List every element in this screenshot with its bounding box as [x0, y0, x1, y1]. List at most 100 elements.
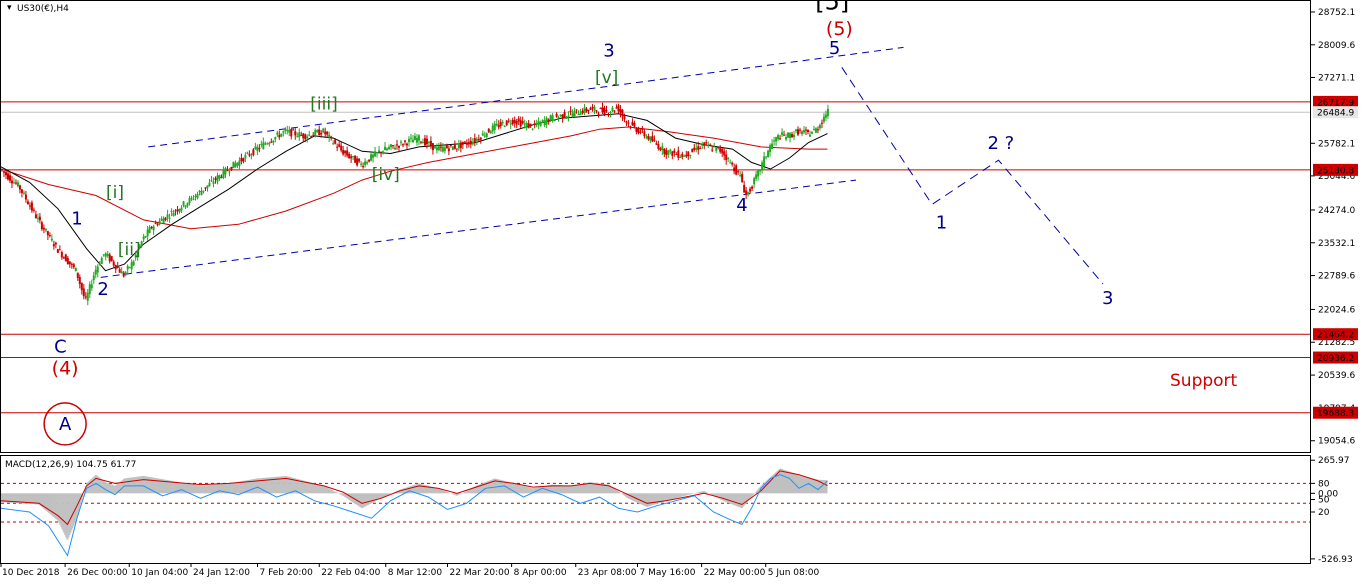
candle-body [621, 109, 624, 117]
candle-body [1, 169, 3, 171]
candle-body [280, 133, 283, 137]
time-tick-label: 8 Mar 12:00 [388, 568, 443, 578]
candle-body [354, 155, 357, 163]
candle-body [633, 122, 636, 127]
candle-body [98, 264, 101, 266]
candle-body [112, 261, 115, 266]
candle-body [733, 167, 736, 172]
candle-body [577, 114, 580, 116]
candle-body [264, 143, 267, 145]
candle-body [767, 150, 770, 158]
candle-body [802, 130, 805, 133]
candle-body [617, 105, 620, 112]
level-tag-label: 19688.3 [1317, 409, 1354, 419]
candle-body [344, 150, 347, 154]
candle-body [196, 193, 199, 199]
candle-body [739, 174, 742, 176]
candle-body [431, 143, 434, 151]
candle-body [44, 228, 47, 231]
time-tick-label: 10 Jan 04:00 [131, 568, 188, 578]
candle-body [659, 148, 662, 151]
candle-body [376, 152, 379, 154]
candle-body [609, 112, 612, 114]
time-tick-label: 22 May 00:00 [704, 568, 766, 578]
candle-body [787, 132, 790, 138]
candle-body [797, 129, 800, 135]
level-tag-label: 20936.2 [1317, 354, 1354, 364]
candle-body [645, 136, 648, 138]
symbol-dropdown-arrow[interactable]: ▾ [7, 3, 12, 13]
candle-body [200, 190, 203, 196]
candle-body [372, 154, 375, 158]
candle-body [248, 154, 251, 156]
candle-body [374, 151, 377, 157]
candle-body [477, 139, 480, 141]
candle-body [102, 254, 105, 256]
candle-body [316, 130, 319, 133]
candle-body [701, 144, 704, 146]
candle-body [667, 150, 670, 155]
candle-body [18, 185, 21, 190]
candle-body [290, 129, 293, 137]
candle-body [216, 175, 219, 182]
candle-body [176, 209, 179, 212]
price-tick-label: 20539.6 [1318, 371, 1355, 381]
candle-body [765, 156, 768, 158]
candle-body [94, 269, 97, 275]
candle-body [587, 109, 590, 111]
wave-label-4: [v] [595, 68, 618, 88]
candle-body [661, 146, 664, 151]
candle-body [425, 138, 428, 145]
candle-body [212, 181, 215, 184]
time-tick-label: 7 May 16:00 [640, 568, 696, 578]
candle-body [589, 107, 592, 110]
time-tick-label: 7 Feb 20:00 [260, 568, 314, 578]
candle-body [254, 146, 257, 149]
candle-body [30, 202, 33, 211]
candle-body [146, 229, 149, 237]
candle-body [513, 119, 516, 124]
candle-body [188, 198, 191, 204]
candle-body [561, 114, 564, 119]
candle-body [795, 129, 798, 132]
candle-body [771, 143, 774, 150]
price-tick-label: 23532.1 [1318, 239, 1355, 249]
candle-body [258, 148, 261, 150]
candle-body [681, 153, 684, 157]
candle-body [703, 142, 706, 146]
candle-body [411, 139, 414, 143]
candle-body [346, 150, 349, 156]
support-label: Support [1170, 371, 1238, 391]
candle-body [66, 258, 69, 265]
macd-signal-line [1, 470, 828, 526]
candle-body [192, 198, 195, 200]
symbol-label: US30(€),H4 [17, 4, 69, 14]
candle-body [649, 136, 652, 141]
candle-body [56, 249, 59, 253]
candle-body [230, 166, 233, 171]
candle-body [336, 146, 339, 148]
candle-body [569, 110, 572, 112]
time-tick-label: 22 Feb 04:00 [321, 568, 380, 578]
candle-body [232, 161, 235, 169]
candle-body [573, 110, 576, 117]
candle-body [208, 182, 211, 187]
price-tick-label: 27271.1 [1318, 73, 1355, 83]
candle-body [166, 214, 169, 218]
candle-body [46, 231, 49, 236]
candle-body [669, 149, 672, 152]
candle-body [306, 136, 309, 139]
candle-body [398, 145, 401, 148]
candle-body [489, 131, 492, 134]
candle-body [156, 224, 159, 226]
candle-body [591, 107, 594, 109]
price-tick-label: 21282.5 [1318, 338, 1355, 348]
candle-body [449, 144, 452, 146]
candle-body [382, 151, 385, 153]
candle-body [759, 170, 762, 172]
wave-label-2: 5 [829, 38, 840, 59]
time-axis: 10 Dec 2018 26 Dec 00:00 10 Jan 04:00 24 Ja… [0, 563, 819, 578]
wave-label-10: 1 [71, 208, 82, 229]
candle-body [126, 266, 129, 270]
